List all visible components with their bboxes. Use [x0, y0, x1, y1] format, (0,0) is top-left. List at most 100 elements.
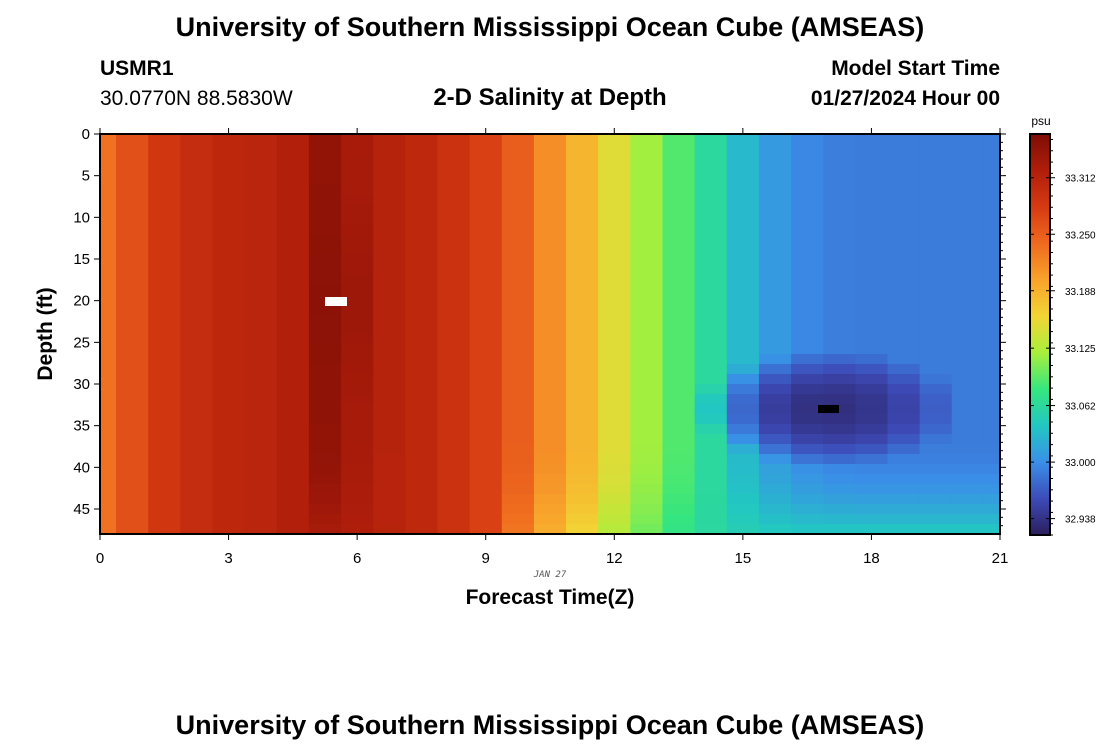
heatmap-cell — [919, 244, 953, 255]
heatmap-cell — [823, 504, 856, 515]
heatmap-cell — [148, 224, 181, 235]
heatmap-cell — [694, 414, 728, 425]
heatmap-cell — [308, 264, 342, 275]
heatmap-cell — [951, 344, 985, 355]
heatmap-cell — [630, 264, 664, 275]
heatmap-cell — [726, 174, 760, 185]
heatmap-cell — [100, 504, 117, 515]
heatmap-cell — [180, 404, 214, 415]
heatmap-cell — [694, 304, 728, 315]
heatmap-cell — [276, 184, 310, 195]
heatmap-cell — [501, 424, 535, 435]
heatmap-cell — [501, 244, 535, 255]
heatmap-cell — [758, 454, 792, 465]
heatmap-cell — [308, 354, 342, 365]
heatmap-cell — [791, 244, 824, 255]
heatmap-cell — [100, 374, 117, 385]
heatmap-cell — [566, 224, 599, 235]
heatmap-cell — [983, 484, 1001, 495]
heatmap-cell — [726, 294, 760, 305]
heatmap-cell — [148, 354, 181, 365]
heatmap-cell — [212, 204, 246, 215]
y-tick-label: 40 — [73, 459, 90, 476]
heatmap-cell — [726, 314, 760, 325]
heatmap-cell — [501, 334, 535, 345]
x-tick-label: 9 — [482, 550, 490, 567]
heatmap-cell — [276, 304, 310, 315]
heatmap-cell — [341, 294, 374, 305]
heatmap-cell — [855, 444, 889, 455]
heatmap-cell — [694, 514, 728, 525]
heatmap-cell — [373, 394, 406, 405]
heatmap-cell — [373, 514, 406, 525]
heatmap-cell — [951, 484, 985, 495]
heatmap-cell — [630, 134, 664, 145]
heatmap-cell — [469, 164, 503, 175]
heatmap-cell — [405, 434, 439, 445]
heatmap-cell — [823, 294, 856, 305]
heatmap-cell — [148, 504, 181, 515]
heatmap-cell — [566, 344, 599, 355]
heatmap-cell — [180, 174, 214, 185]
heatmap-cell — [887, 264, 921, 275]
heatmap-cell — [983, 284, 1001, 295]
heatmap-cell — [823, 144, 856, 155]
heatmap-cell — [501, 274, 535, 285]
heatmap-cell — [308, 514, 342, 525]
heatmap-cell — [180, 224, 214, 235]
heatmap-cell — [951, 414, 985, 425]
heatmap-cell — [919, 344, 953, 355]
heatmap-cell — [533, 274, 567, 285]
heatmap-cell — [341, 354, 374, 365]
heatmap-cell — [887, 134, 921, 145]
heatmap-cell — [341, 144, 374, 155]
heatmap-cell — [566, 434, 599, 445]
heatmap-cell — [180, 414, 214, 425]
heatmap-cell — [919, 364, 953, 375]
heatmap-cell — [823, 484, 856, 495]
heatmap-cell — [630, 194, 664, 205]
heatmap-cell — [598, 454, 631, 465]
heatmap-cell — [100, 424, 117, 435]
heatmap-cell — [501, 404, 535, 415]
heatmap-cell — [566, 214, 599, 225]
heatmap-cell — [373, 374, 406, 385]
heatmap-cell — [469, 344, 503, 355]
heatmap-cell — [469, 224, 503, 235]
heatmap-cell — [276, 254, 310, 265]
heatmap-cell — [855, 234, 889, 245]
heatmap-cell — [116, 514, 149, 525]
heatmap-cell — [212, 224, 246, 235]
heatmap-cell — [726, 454, 760, 465]
heatmap-cell — [373, 484, 406, 495]
heatmap-cell — [437, 504, 471, 515]
heatmap-cell — [341, 244, 374, 255]
heatmap-cell — [148, 244, 181, 255]
heatmap-cell — [919, 134, 953, 145]
heatmap-cell — [148, 344, 181, 355]
heatmap-cell — [212, 474, 246, 485]
heatmap-cell — [276, 314, 310, 325]
heatmap-cell — [308, 504, 342, 515]
heatmap-cell — [758, 464, 792, 475]
heatmap-cell — [276, 144, 310, 155]
heatmap-cell — [791, 154, 824, 165]
heatmap-cell — [951, 364, 985, 375]
heatmap-cell — [887, 324, 921, 335]
heatmap-cell — [405, 134, 439, 145]
heatmap-cell — [501, 234, 535, 245]
heatmap-cell — [919, 224, 953, 235]
heatmap-cell — [148, 374, 181, 385]
heatmap-cell — [244, 224, 278, 235]
heatmap-cell — [919, 234, 953, 245]
heatmap-cell — [791, 474, 824, 485]
heatmap-cell — [308, 334, 342, 345]
heatmap-cell — [823, 384, 856, 395]
heatmap-cell — [469, 524, 503, 535]
heatmap-cell — [100, 184, 117, 195]
heatmap-cell — [469, 234, 503, 245]
heatmap-cell — [276, 474, 310, 485]
heatmap-cell — [726, 254, 760, 265]
heatmap-cell — [823, 214, 856, 225]
heatmap-cell — [823, 394, 856, 405]
